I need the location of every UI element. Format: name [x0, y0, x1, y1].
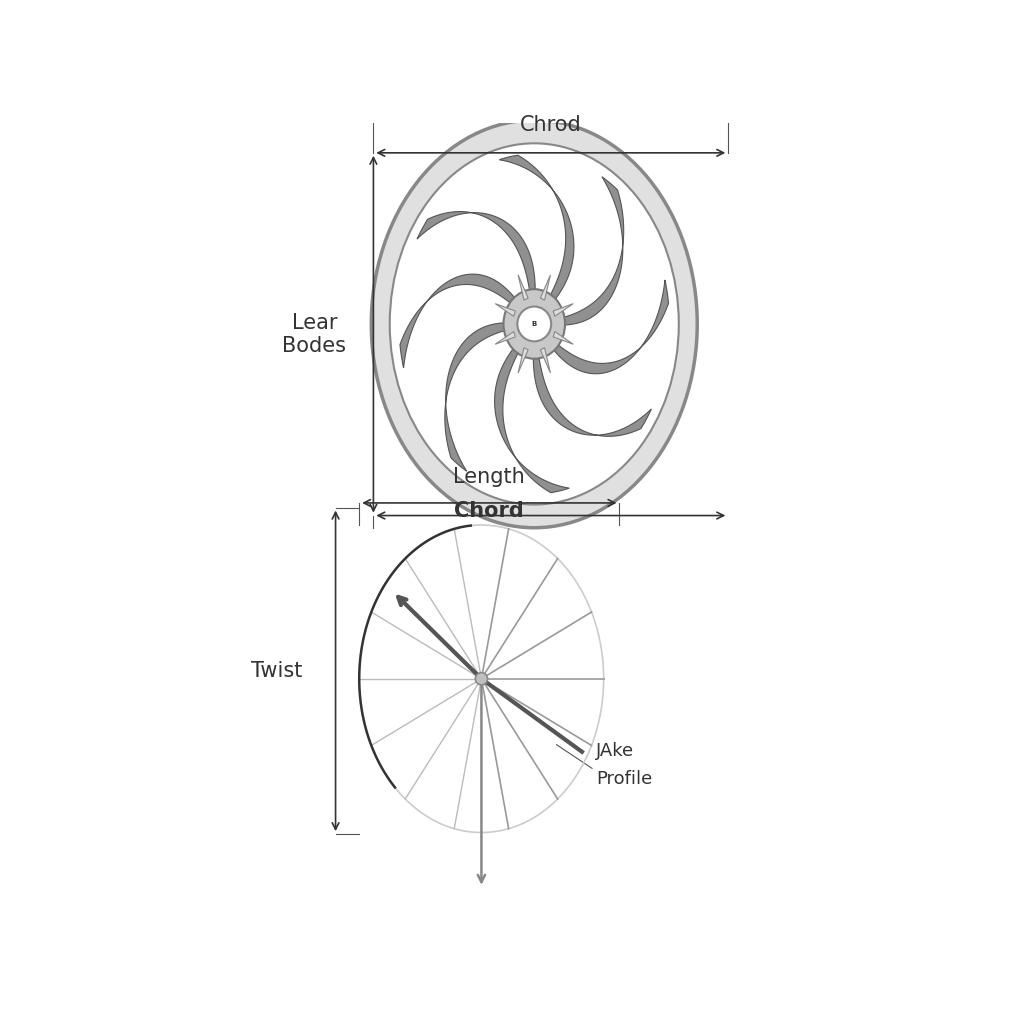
- Polygon shape: [541, 274, 551, 300]
- Polygon shape: [553, 332, 573, 344]
- Ellipse shape: [390, 143, 679, 505]
- Text: Length: Length: [454, 467, 525, 487]
- Polygon shape: [500, 156, 573, 300]
- Text: Chord: Chord: [455, 502, 524, 521]
- Polygon shape: [417, 212, 536, 290]
- Ellipse shape: [372, 120, 697, 527]
- Text: Twist: Twist: [251, 660, 302, 681]
- Polygon shape: [496, 303, 515, 316]
- Polygon shape: [518, 274, 528, 300]
- Polygon shape: [518, 348, 528, 373]
- Polygon shape: [400, 274, 515, 368]
- Polygon shape: [495, 348, 569, 493]
- Polygon shape: [553, 280, 669, 374]
- Text: Profile: Profile: [596, 770, 652, 788]
- Polygon shape: [496, 332, 515, 344]
- Polygon shape: [541, 348, 551, 373]
- Polygon shape: [444, 323, 507, 471]
- Text: Chrod: Chrod: [520, 116, 582, 135]
- Ellipse shape: [475, 673, 487, 685]
- Text: B: B: [531, 321, 537, 327]
- Ellipse shape: [517, 306, 551, 341]
- Text: Lear
Bodes: Lear Bodes: [283, 312, 346, 355]
- Text: JAke: JAke: [596, 742, 634, 761]
- Polygon shape: [534, 358, 651, 436]
- Ellipse shape: [504, 289, 565, 358]
- Polygon shape: [553, 303, 573, 316]
- Polygon shape: [561, 177, 624, 326]
